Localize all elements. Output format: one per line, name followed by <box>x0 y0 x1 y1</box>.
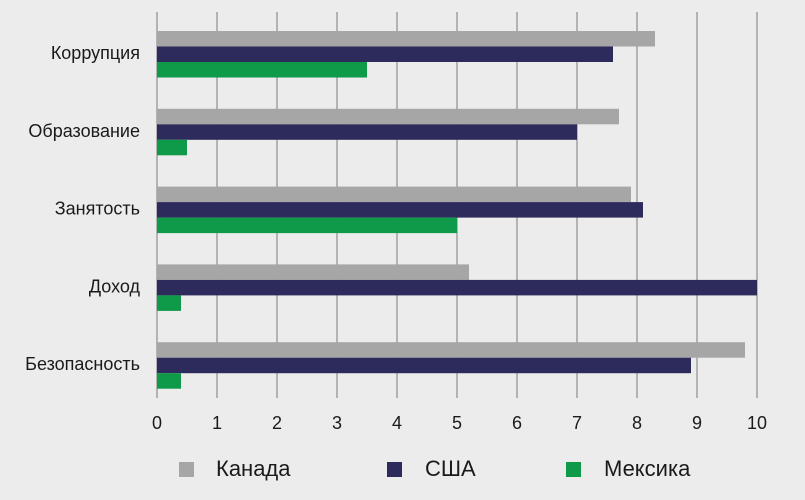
bar-usa <box>157 46 613 62</box>
x-tick-label: 4 <box>392 413 402 433</box>
bars <box>157 31 757 389</box>
x-tick-label: 7 <box>572 413 582 433</box>
bar-mexico <box>157 62 367 78</box>
bar-mexico <box>157 217 457 234</box>
category-label: Занятость <box>55 199 140 219</box>
x-tick-label: 1 <box>212 413 222 433</box>
x-tick-label: 10 <box>747 413 767 433</box>
x-tick-label: 8 <box>632 413 642 433</box>
bar-mexico <box>157 373 181 389</box>
category-label: Образование <box>28 121 140 141</box>
category-labels: Коррупция Образование Занятость Доход Безопа… <box>25 43 140 374</box>
legend-label: Мексика <box>604 456 691 481</box>
legend-label: Канада <box>216 456 291 481</box>
bar-canada <box>157 186 631 203</box>
bar-usa <box>157 357 691 374</box>
bar-mexico <box>157 295 181 311</box>
bar-mexico <box>157 139 187 156</box>
bar-usa <box>157 202 643 218</box>
legend-swatch <box>387 462 402 477</box>
x-tick-label: 2 <box>272 413 282 433</box>
x-tick-label: 3 <box>332 413 342 433</box>
bar-canada <box>157 108 619 125</box>
x-tick-label: 6 <box>512 413 522 433</box>
bar-canada <box>157 31 655 47</box>
category-label: Безопасность <box>25 354 140 374</box>
x-tick-label: 9 <box>692 413 702 433</box>
x-axis-ticks: 0 1 2 3 4 5 6 7 8 9 10 <box>152 413 767 433</box>
category-label: Доход <box>89 276 141 296</box>
x-tick-label: 5 <box>452 413 462 433</box>
x-tick-label: 0 <box>152 413 162 433</box>
bar-canada <box>157 342 745 358</box>
bar-usa <box>157 279 757 296</box>
category-label: Коррупция <box>51 43 140 63</box>
legend-label: США <box>425 456 476 481</box>
legend-swatch <box>566 462 581 477</box>
bar-usa <box>157 124 577 140</box>
legend: Канада США Мексика <box>179 456 691 481</box>
bar-canada <box>157 264 469 280</box>
legend-swatch <box>179 462 194 477</box>
